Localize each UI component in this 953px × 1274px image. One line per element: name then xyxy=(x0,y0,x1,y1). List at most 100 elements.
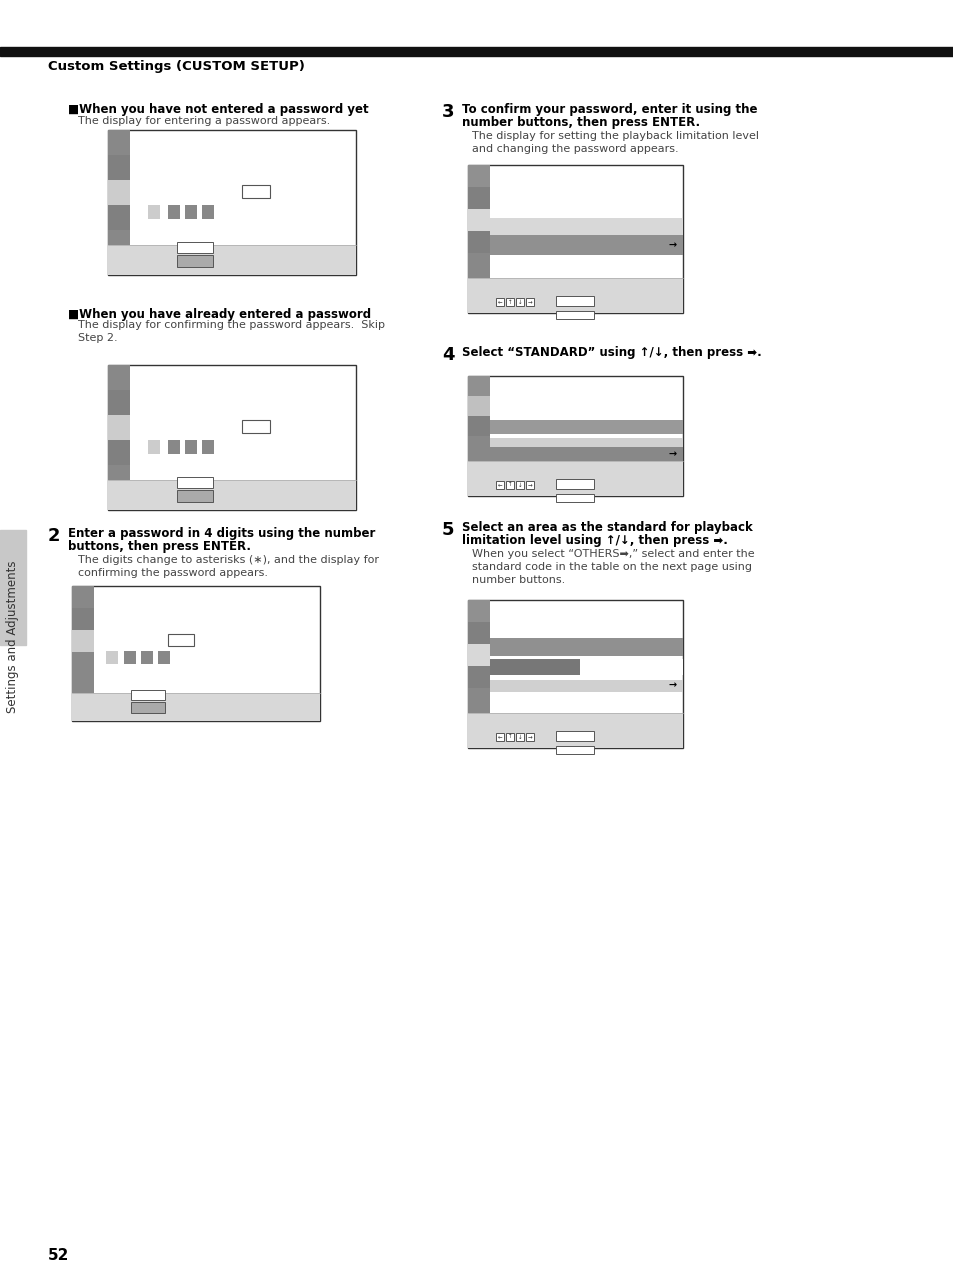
Bar xyxy=(556,745,594,753)
Bar xyxy=(124,651,136,664)
Bar xyxy=(468,713,682,748)
Bar xyxy=(108,364,130,510)
Bar xyxy=(0,530,26,645)
Bar xyxy=(490,234,682,255)
Text: ■When you have not entered a password yet: ■When you have not entered a password ye… xyxy=(68,103,368,116)
Bar xyxy=(468,278,682,313)
Bar xyxy=(496,298,503,306)
Text: Settings and Adjustments: Settings and Adjustments xyxy=(7,561,19,713)
Bar xyxy=(468,600,490,748)
Text: →: → xyxy=(527,299,532,304)
Bar xyxy=(505,298,514,306)
Text: The digits change to asterisks (∗), and the display for: The digits change to asterisks (∗), and … xyxy=(78,555,378,564)
Bar xyxy=(516,298,523,306)
Bar xyxy=(468,417,490,436)
Bar xyxy=(516,733,523,740)
Text: buttons, then press ENTER.: buttons, then press ENTER. xyxy=(68,540,251,553)
Bar xyxy=(468,643,490,666)
Bar xyxy=(490,659,682,675)
Text: The display for setting the playback limitation level: The display for setting the playback lim… xyxy=(472,131,759,141)
Bar xyxy=(71,586,94,608)
Bar xyxy=(490,447,682,461)
Bar xyxy=(556,311,594,318)
Bar xyxy=(468,600,490,622)
Bar xyxy=(71,586,319,721)
Text: →: → xyxy=(668,448,677,459)
Text: ←: ← xyxy=(497,483,502,488)
Bar xyxy=(202,440,213,454)
Bar xyxy=(169,634,194,646)
Text: The display for confirming the password appears.  Skip: The display for confirming the password … xyxy=(78,320,385,330)
Bar xyxy=(108,364,130,390)
Bar xyxy=(468,166,490,313)
Bar xyxy=(108,130,130,155)
Bar xyxy=(525,298,534,306)
Bar xyxy=(579,659,682,675)
Bar xyxy=(71,608,94,631)
Bar xyxy=(108,440,130,465)
Bar xyxy=(177,490,213,502)
Text: ↓: ↓ xyxy=(517,299,521,304)
Text: When you select “OTHERS➡,” select and enter the: When you select “OTHERS➡,” select and en… xyxy=(472,549,754,559)
Bar xyxy=(185,205,196,219)
Bar xyxy=(468,396,490,417)
Bar xyxy=(148,440,160,454)
Bar xyxy=(108,415,130,440)
Bar xyxy=(158,651,170,664)
Bar xyxy=(496,480,503,488)
Bar xyxy=(468,166,490,187)
Bar xyxy=(468,187,490,209)
Bar xyxy=(185,440,196,454)
Bar xyxy=(505,733,514,740)
Text: ↑: ↑ xyxy=(507,299,512,304)
Text: Step 2.: Step 2. xyxy=(78,333,117,343)
Bar xyxy=(242,185,270,197)
Text: confirming the password appears.: confirming the password appears. xyxy=(78,568,268,578)
Bar xyxy=(242,420,270,433)
Bar xyxy=(108,245,355,275)
Bar xyxy=(71,652,94,674)
Text: ↓: ↓ xyxy=(517,735,521,739)
Text: 3: 3 xyxy=(441,103,454,121)
Bar xyxy=(468,622,490,643)
Bar xyxy=(516,480,523,488)
Text: The display for entering a password appears.: The display for entering a password appe… xyxy=(78,116,330,126)
Text: ■When you have already entered a password: ■When you have already entered a passwor… xyxy=(68,308,371,321)
Bar xyxy=(0,47,953,56)
Text: number buttons.: number buttons. xyxy=(472,575,565,585)
Bar xyxy=(108,130,130,275)
Bar xyxy=(108,180,130,205)
Bar xyxy=(468,666,490,688)
Bar xyxy=(108,364,355,510)
Text: →: → xyxy=(527,483,532,488)
Text: ←: ← xyxy=(497,299,502,304)
Bar xyxy=(202,205,213,219)
Text: Custom Settings (CUSTOM SETUP): Custom Settings (CUSTOM SETUP) xyxy=(48,60,305,73)
Text: ↑: ↑ xyxy=(507,735,512,739)
Bar xyxy=(106,651,118,664)
Bar xyxy=(556,493,594,502)
Bar xyxy=(177,476,213,488)
Bar xyxy=(556,479,594,488)
Bar xyxy=(468,209,490,231)
Text: 52: 52 xyxy=(48,1249,70,1263)
Bar xyxy=(496,733,503,740)
Text: Select “STANDARD” using ↑/↓, then press ➡.: Select “STANDARD” using ↑/↓, then press … xyxy=(461,347,760,359)
Bar xyxy=(505,480,514,488)
Bar xyxy=(490,438,682,448)
Bar xyxy=(131,691,165,699)
Bar xyxy=(71,693,319,721)
Text: 4: 4 xyxy=(441,347,454,364)
Bar xyxy=(490,218,682,236)
Text: →: → xyxy=(668,680,677,691)
Text: →: → xyxy=(668,240,677,250)
Text: Enter a password in 4 digits using the number: Enter a password in 4 digits using the n… xyxy=(68,527,375,540)
Bar xyxy=(108,205,130,231)
Bar xyxy=(490,420,682,434)
Bar xyxy=(71,631,94,652)
Text: limitation level using ↑/↓, then press ➡.: limitation level using ↑/↓, then press ➡… xyxy=(461,534,727,547)
Bar xyxy=(168,205,180,219)
Bar xyxy=(148,205,160,219)
Text: ↓: ↓ xyxy=(517,483,521,488)
Text: ←: ← xyxy=(497,735,502,739)
